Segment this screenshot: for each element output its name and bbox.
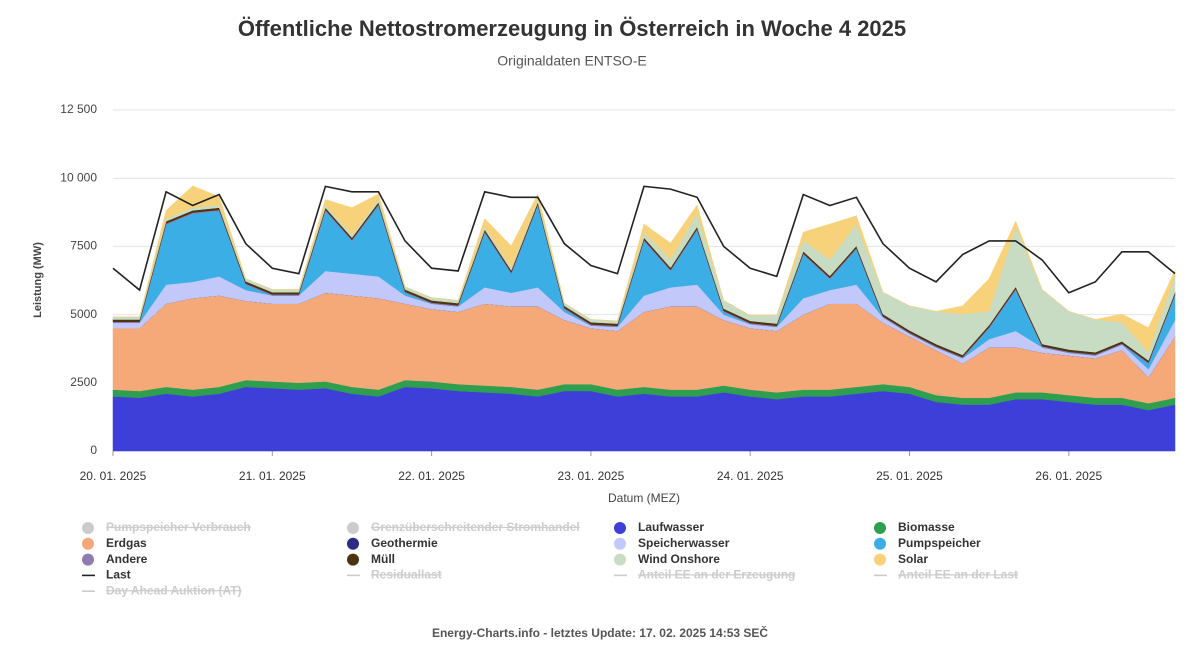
legend-label: Anteil EE an der Last [898,568,1018,582]
legend-dot [347,553,359,566]
legend-dot [614,537,626,550]
x-tick-label: 20. 01. 2025 [80,469,147,483]
legend-label: Müll [371,552,395,566]
legend-dot [347,537,359,550]
legend-label: Day Ahead Auktion (AT) [106,583,242,597]
legend-dot [614,522,626,534]
legend-item: Müll [347,552,395,566]
legend-dot [874,553,886,566]
chart-title: Öffentliche Nettostromerzeugung in Öster… [238,16,906,41]
legend-item: Pumpspeicher [874,536,981,550]
legend-item: Speicherwasser [614,536,730,550]
legend-item: Pumpspeicher Verbrauch [82,520,251,534]
legend-label: Geothermie [371,536,438,550]
legend-item: Anteil EE an der Last [874,568,1018,582]
legend-dot [82,537,94,550]
legend-item: Residuallast [347,568,442,582]
legend-label: Pumpspeicher Verbrauch [106,520,251,534]
chart-subtitle: Originaldaten ENTSO-E [497,53,646,69]
legend-dot [82,522,94,534]
legend-item: Laufwasser [614,520,704,534]
line [112,185,1176,294]
x-axis-title: Datum (MEZ) [608,491,680,505]
x-tick-label: 26. 01. 2025 [1035,469,1102,483]
legend-label: Last [106,568,131,582]
legend-item: Biomasse [874,520,955,534]
x-tick-label: 23. 01. 2025 [558,469,625,483]
legend-item: Andere [82,552,148,566]
y-tick-label: 0 [90,443,97,457]
y-tick-label: 7500 [70,239,97,253]
y-axis-title: Leistung (MW) [32,242,44,318]
x-tick-label: 25. 01. 2025 [876,469,943,483]
legend-item: Wind Onshore [614,552,720,566]
legend-label: Anteil EE an der Erzeugung [638,568,795,582]
legend-label: Laufwasser [638,520,704,534]
legend-dot [82,553,94,566]
x-tick-label: 22. 01. 2025 [398,469,465,483]
legend-label: Solar [898,552,928,566]
legend-label: Residuallast [371,568,442,582]
legend-item: Grenzüberschreitender Stromhandel [347,520,580,534]
legend-dot [874,522,886,534]
legend-item: Geothermie [347,536,438,550]
legend-label: Andere [106,552,148,566]
y-tick-label: 5000 [70,307,97,321]
legend-label: Pumpspeicher [898,536,981,550]
y-tick-label: 10 000 [60,170,97,184]
legend-label: Speicherwasser [638,536,730,550]
legend-label: Erdgas [106,536,147,550]
x-tick-label: 21. 01. 2025 [239,469,306,483]
legend-label: Grenzüberschreitender Stromhandel [371,520,580,534]
legend-label: Biomasse [898,520,955,534]
y-tick-label: 12 500 [60,102,97,116]
legend-dot [614,553,626,566]
footer: Energy-Charts.info - letztes Update: 17.… [432,625,768,640]
legend-item: Erdgas [82,536,147,550]
legend-label: Wind Onshore [638,552,720,566]
legend-item: Day Ahead Auktion (AT) [82,583,242,597]
legend-item: Anteil EE an der Erzeugung [614,568,795,582]
x-tick-label: 24. 01. 2025 [717,469,784,483]
legend-item: Solar [874,552,928,566]
legend-dot [347,522,359,534]
legend-dot [874,537,886,550]
y-tick-label: 2500 [70,375,97,389]
legend-item: Last [82,568,131,582]
